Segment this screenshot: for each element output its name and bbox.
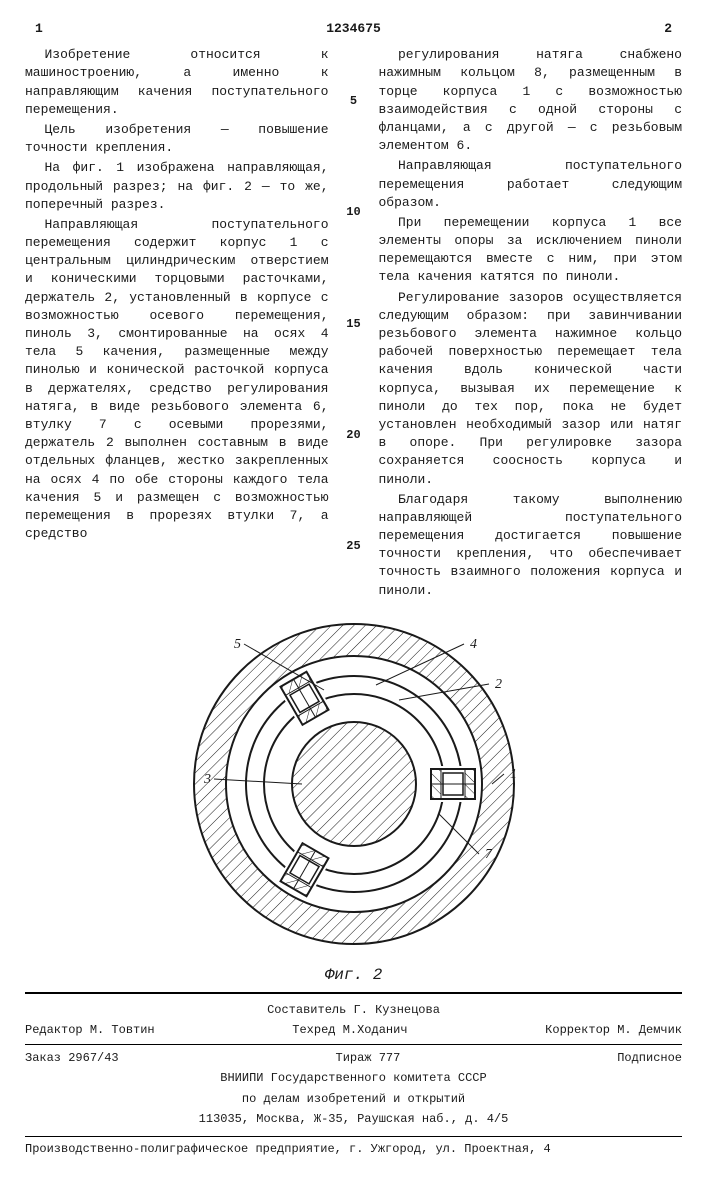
line-num: 20 (346, 380, 360, 491)
address-line: 113035, Москва, Ж-35, Раушская наб., д. … (25, 1109, 682, 1130)
header: 1 1234675 2 (25, 20, 682, 38)
left-column: Изобретение относится к машиностроению, … (25, 46, 329, 602)
col-num-left: 1 (35, 20, 43, 38)
svg-text:1: 1 (510, 767, 517, 782)
svg-text:3: 3 (203, 772, 211, 787)
paragraph: Благодаря такому выполнению направляющей… (379, 491, 683, 600)
patent-number: 1234675 (43, 20, 664, 38)
figure-caption: Фиг. 2 (25, 964, 682, 986)
line-num: 5 (350, 46, 357, 157)
org-line-2: по делам изобретений и открытий (25, 1089, 682, 1110)
paragraph: регулирования натяга снабжено нажимным к… (379, 46, 683, 155)
svg-text:7: 7 (485, 847, 493, 862)
paragraph: Изобретение относится к машиностроению, … (25, 46, 329, 119)
cross-section-diagram: 1 2 3 4 5 7 (184, 614, 524, 954)
org-line-1: ВНИИПИ Государственного комитета СССР (25, 1068, 682, 1089)
paragraph: Регулирование зазоров осуществляется сле… (379, 289, 683, 489)
paragraph: На фиг. 1 изображена направляющая, продо… (25, 159, 329, 214)
paragraph: При перемещении корпуса 1 все элементы о… (379, 214, 683, 287)
line-number-gutter: 5 10 15 20 25 (344, 46, 364, 602)
order-line: Заказ 2967/43 Тираж 777 Подписное (25, 1049, 682, 1068)
paragraph: Направляющая поступательного перемещения… (379, 157, 683, 212)
credits-block: Составитель Г. Кузнецова Редактор М. Тов… (25, 992, 682, 1130)
col-num-right: 2 (664, 20, 672, 38)
paragraph: Направляющая поступательного перемещения… (25, 216, 329, 543)
line-num: 15 (346, 268, 360, 379)
svg-text:5: 5 (234, 637, 241, 652)
figure-2: 1 2 3 4 5 7 Фиг. 2 (25, 614, 682, 987)
line-num: 10 (346, 157, 360, 268)
paragraph: Цель изобретения — повышение точности кр… (25, 121, 329, 157)
staff-line: Редактор М. Товтин Техред М.Ходанич Корр… (25, 1021, 682, 1040)
svg-text:4: 4 (470, 637, 477, 652)
compiler-line: Составитель Г. Кузнецова (25, 1000, 682, 1021)
svg-text:2: 2 (495, 677, 502, 692)
line-num: 25 (346, 491, 360, 602)
text-columns: Изобретение относится к машиностроению, … (25, 46, 682, 602)
right-column: регулирования натяга снабжено нажимным к… (379, 46, 683, 602)
footer-line: Производственно-полиграфическое предприя… (25, 1136, 682, 1158)
